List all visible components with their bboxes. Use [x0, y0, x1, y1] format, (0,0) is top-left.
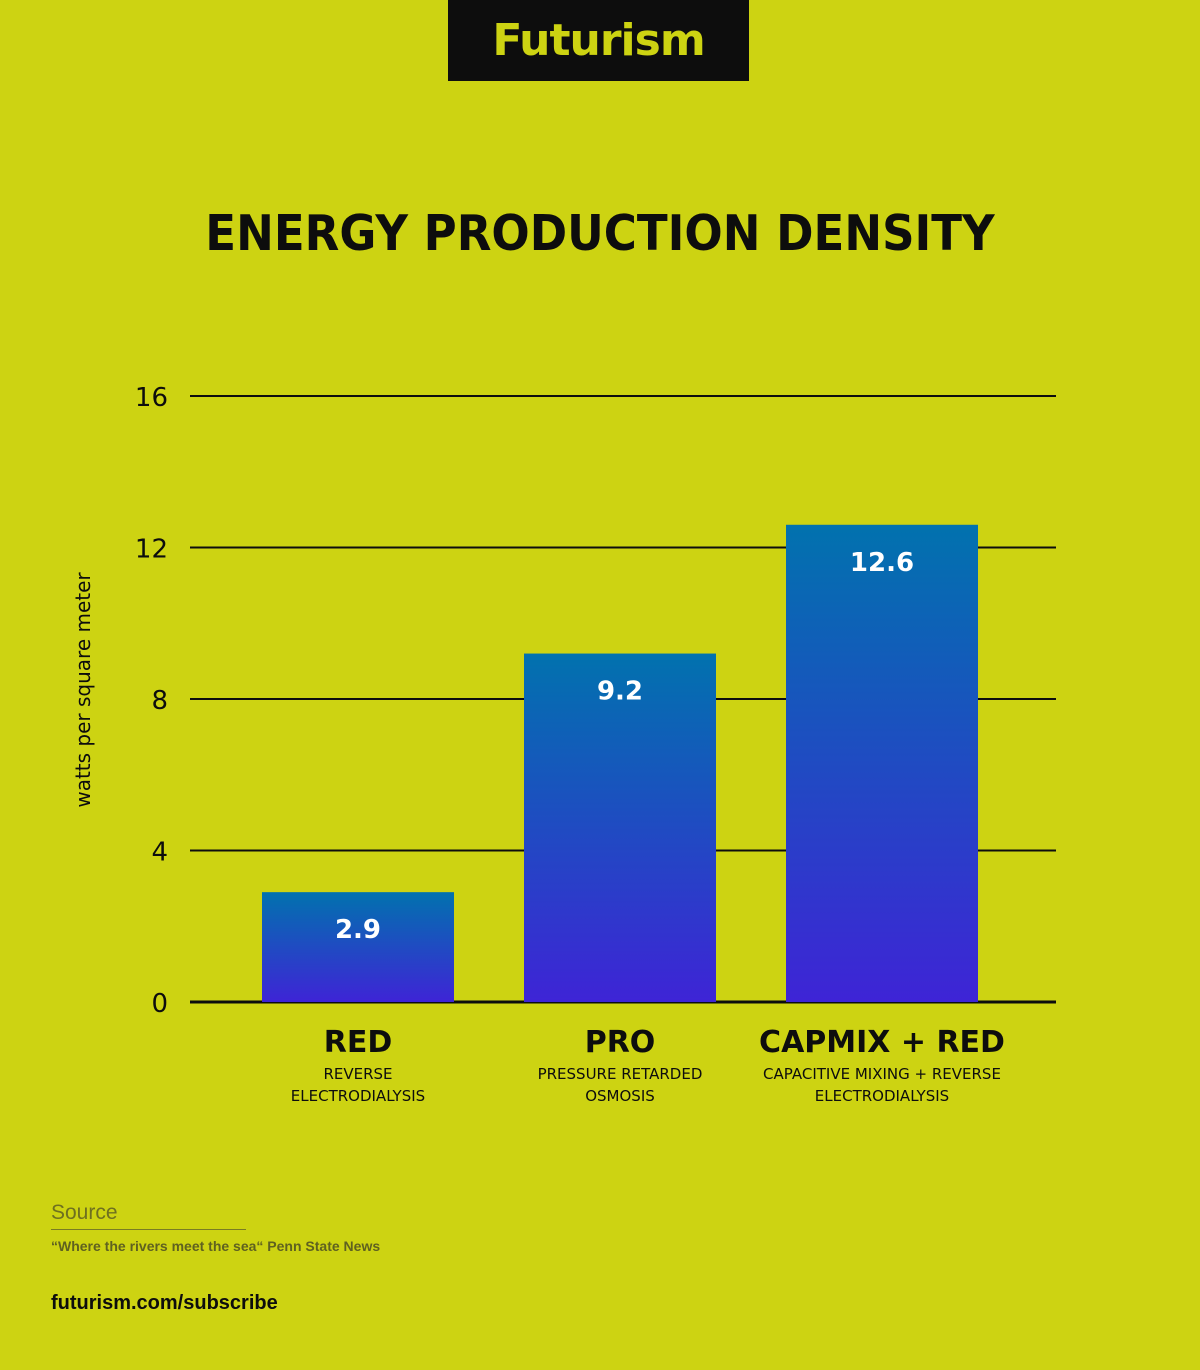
- chart-title: ENERGY PRODUCTION DENSITY: [205, 205, 995, 262]
- bar-capmix-red: [786, 524, 978, 1002]
- source-divider: [51, 1229, 246, 1230]
- category-label-0: RED: [324, 1025, 393, 1060]
- category-description-0-1: ELECTRODIALYSIS: [291, 1087, 425, 1105]
- source-label: Source: [51, 1201, 118, 1224]
- category-description-2-0: CAPACITIVE MIXING + REVERSE: [763, 1065, 1001, 1083]
- y-tick-label-0: 0: [151, 989, 168, 1019]
- y-tick-labels: 0 4 8 12 16: [135, 383, 168, 1019]
- bar-pro: [524, 653, 716, 1002]
- category-description-1-0: PRESSURE RETARDED: [538, 1065, 703, 1083]
- category-description-1-1: OSMOSIS: [585, 1087, 655, 1105]
- category-labels: RED REVERSE ELECTRODIALYSIS PRO PRESSURE RET…: [291, 1025, 1005, 1105]
- logo-box: Futurism: [448, 0, 749, 81]
- y-tick-label-4: 4: [151, 838, 168, 868]
- category-label-1: PRO: [585, 1025, 656, 1060]
- futurism-logo: Futurism: [492, 14, 705, 66]
- source-text: “Where the rivers meet the sea“ Penn Sta…: [51, 1238, 381, 1254]
- bars: 2.9 9.2 12.6: [262, 524, 978, 1002]
- subscribe-link[interactable]: futurism.com/subscribe: [51, 1292, 278, 1314]
- category-description-0-0: REVERSE: [323, 1065, 392, 1083]
- value-label-0: 2.9: [335, 915, 381, 945]
- y-tick-label-8: 8: [151, 686, 168, 716]
- value-label-1: 9.2: [597, 677, 643, 707]
- y-tick-label-16: 16: [135, 383, 168, 413]
- bar-red: [262, 892, 454, 1002]
- y-tick-label-12: 12: [135, 535, 168, 565]
- category-description-2-1: ELECTRODIALYSIS: [815, 1087, 949, 1105]
- category-label-2: CAPMIX + RED: [759, 1025, 1005, 1060]
- y-axis-label: watts per square meter: [71, 572, 95, 808]
- value-label-2: 12.6: [850, 548, 914, 578]
